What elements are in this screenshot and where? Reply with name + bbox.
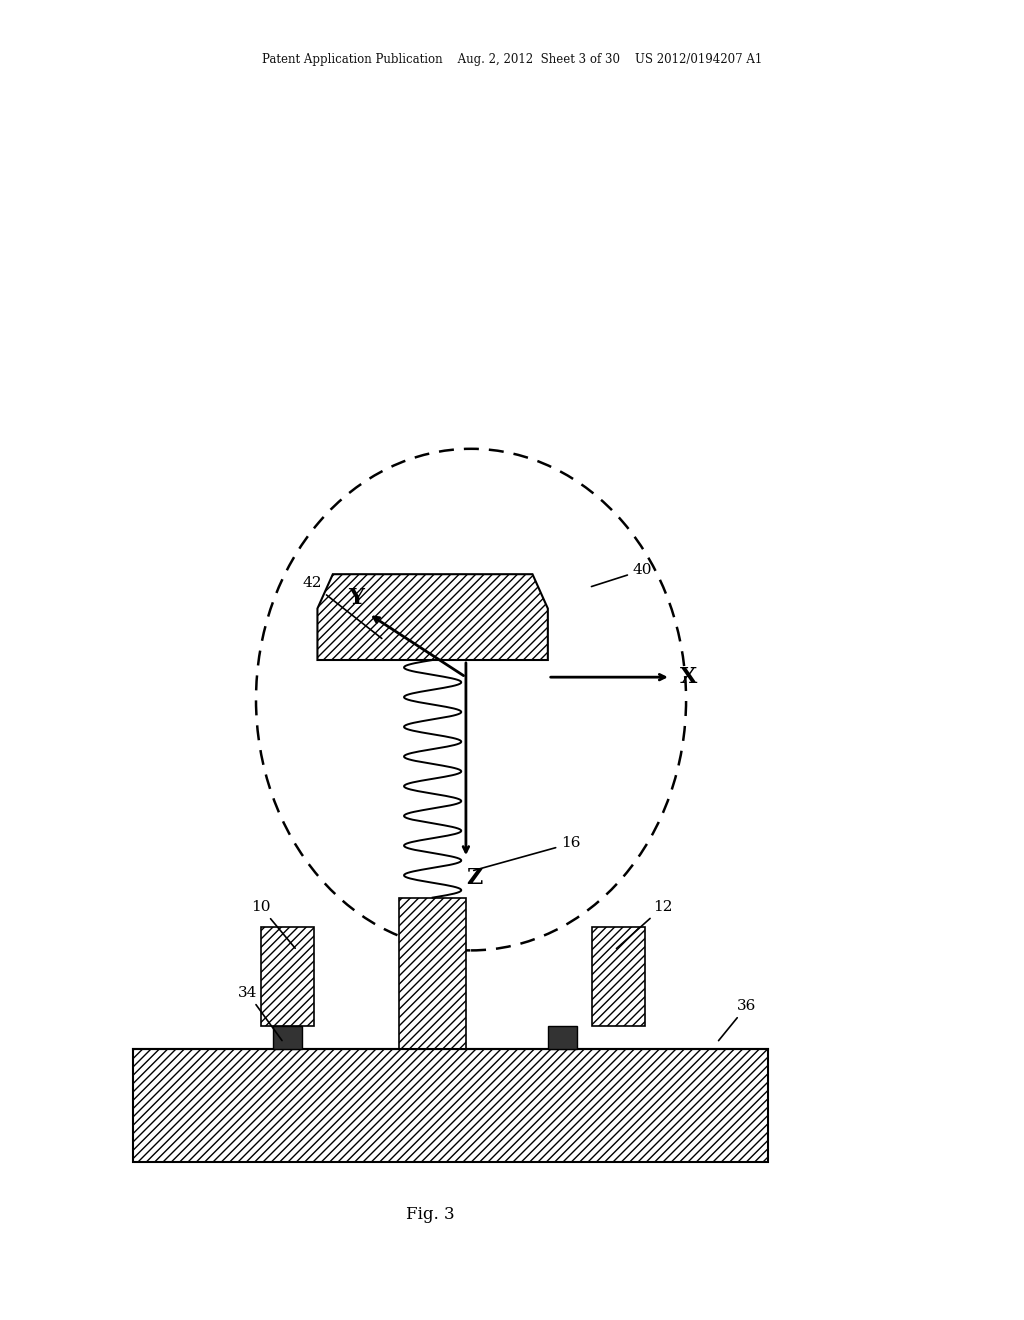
Text: 42: 42 [302, 577, 382, 639]
Text: Patent Application Publication    Aug. 2, 2012  Sheet 3 of 30    US 2012/0194207: Patent Application Publication Aug. 2, 2… [262, 53, 762, 66]
Text: 10: 10 [251, 900, 295, 948]
FancyBboxPatch shape [133, 1049, 768, 1162]
FancyBboxPatch shape [548, 1026, 577, 1049]
Text: Y: Y [348, 587, 365, 609]
Text: 40: 40 [592, 564, 652, 586]
Polygon shape [317, 574, 548, 660]
Text: Fig. 3: Fig. 3 [406, 1206, 455, 1222]
FancyBboxPatch shape [273, 1026, 302, 1049]
Text: Z: Z [466, 867, 482, 888]
Text: 12: 12 [616, 900, 673, 949]
Text: 36: 36 [719, 999, 757, 1040]
FancyBboxPatch shape [261, 927, 314, 1026]
FancyBboxPatch shape [399, 898, 466, 1049]
Text: X: X [680, 667, 696, 688]
FancyBboxPatch shape [592, 927, 645, 1026]
Text: 16: 16 [474, 837, 581, 870]
Text: 34: 34 [238, 986, 282, 1040]
